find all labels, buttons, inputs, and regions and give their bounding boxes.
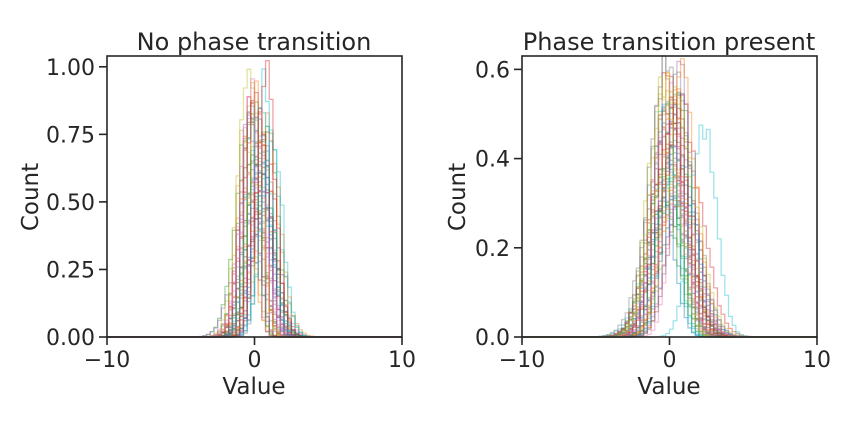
histogram-series [522, 174, 817, 338]
y-tick-label: 0.2 [475, 237, 510, 262]
y-axis-ticks: 0.00 0.25 0.50 0.75 1.00 [46, 56, 107, 351]
x-tick-label: 10 [388, 348, 416, 373]
y-axis-label: Count [445, 163, 471, 231]
y-tick-label: 0.50 [46, 191, 95, 216]
y-tick-label: 0.25 [46, 258, 95, 283]
x-axis-ticks: −10 0 10 [499, 337, 831, 373]
x-axis-label: Value [637, 374, 700, 400]
y-tick-label: 0.75 [46, 123, 95, 148]
y-tick-label: 0.00 [46, 326, 95, 351]
x-axis-ticks: −10 0 10 [84, 337, 416, 373]
x-tick-label: 0 [663, 348, 677, 373]
histogram-series-layer [107, 60, 402, 338]
chart-no-phase-transition: No phase transition 0.00 0.25 0.50 0.75 1.00… [18, 28, 416, 400]
x-tick-label: 10 [803, 348, 831, 373]
chart-phase-transition-present: Phase transition present 0.0 0.2 0.4 0.6 −1… [445, 28, 831, 400]
x-tick-label: −10 [84, 348, 130, 373]
y-tick-label: 0.4 [475, 148, 510, 173]
histogram-series-layer [522, 55, 817, 338]
y-axis-label: Count [18, 163, 44, 231]
x-tick-label: −10 [499, 348, 545, 373]
chart-title: Phase transition present [523, 28, 816, 56]
y-tick-label: 0.0 [475, 326, 510, 351]
chart-title: No phase transition [137, 28, 372, 56]
x-axis-label: Value [222, 374, 285, 400]
y-axis-ticks: 0.0 0.2 0.4 0.6 [475, 58, 522, 351]
y-tick-label: 1.00 [46, 56, 95, 81]
y-tick-label: 0.6 [475, 58, 510, 83]
x-tick-label: 0 [248, 348, 262, 373]
